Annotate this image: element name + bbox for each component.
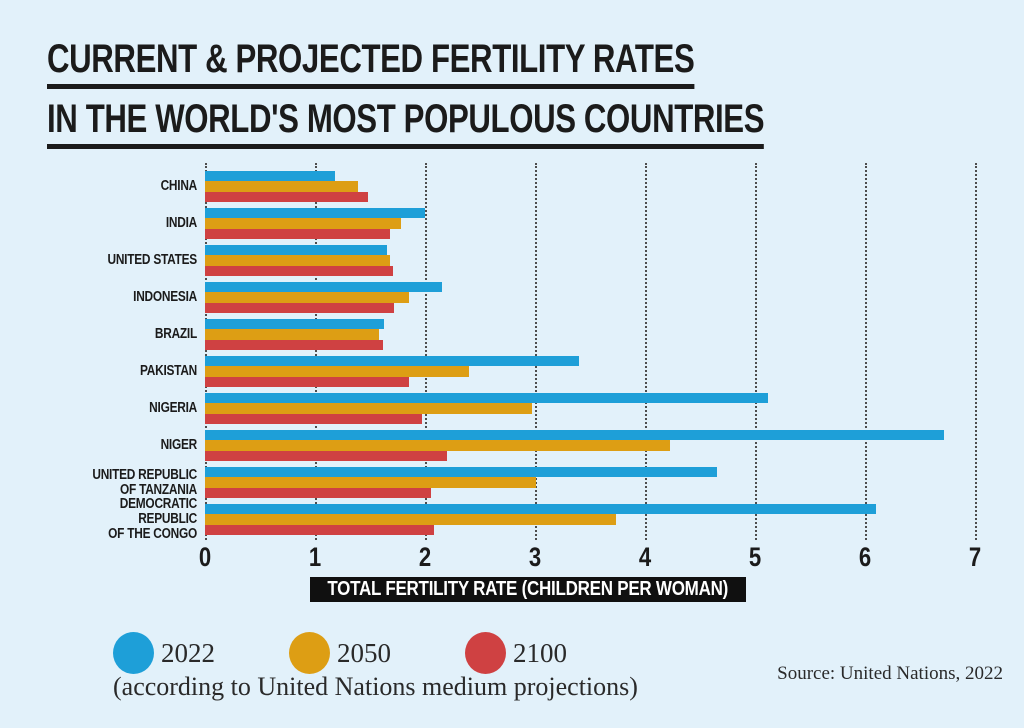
- country-row: NIGERIA: [38, 390, 975, 427]
- bar-2050: [205, 403, 532, 414]
- country-row: UNITED STATES: [38, 242, 975, 279]
- country-label: INDIA: [165, 215, 197, 231]
- x-tick-label-7: 7: [968, 542, 982, 572]
- bar-2050: [205, 255, 390, 266]
- title-line-2: IN THE WORLD'S MOST POPULOUS COUNTRIES: [47, 98, 966, 149]
- gridline-3: [535, 163, 537, 540]
- x-tick-label-3: 3: [528, 542, 542, 572]
- bar-group: [205, 392, 975, 425]
- legend-swatch-icon: [465, 632, 506, 674]
- bar-2100: [205, 376, 409, 388]
- country-row: CHINA: [38, 168, 975, 205]
- x-tick-label-6: 6: [858, 542, 872, 572]
- gridline-5: [755, 163, 757, 540]
- bar-2100: [205, 339, 384, 351]
- bar-2050: [205, 440, 671, 451]
- country-row: NIGER: [38, 427, 975, 464]
- bar-2100: [205, 228, 390, 240]
- bar-2022: [205, 207, 425, 219]
- bar-2050: [205, 329, 379, 340]
- legend-note: (according to United Nations medium proj…: [113, 672, 638, 701]
- bar-group: [205, 170, 975, 203]
- country-label: PAKISTAN: [139, 363, 197, 379]
- country-row: INDONESIA: [38, 279, 975, 316]
- bar-2100: [205, 413, 422, 425]
- bar-2022: [205, 466, 717, 478]
- bar-2050: [205, 218, 401, 229]
- country-row: UNITED REPUBLIC OF TANZANIA: [38, 464, 975, 501]
- bar-group: [205, 207, 975, 240]
- legend-label: 2050: [337, 637, 391, 668]
- legend-label: 2022: [161, 637, 215, 668]
- legend-item-2022: 2022: [113, 632, 215, 674]
- country-label: CHINA: [160, 178, 198, 194]
- bar-2022: [205, 429, 945, 441]
- bar-group: [205, 244, 975, 277]
- country-label: BRAZIL: [154, 326, 197, 342]
- gridline-1: [315, 163, 317, 540]
- title-line-2-text: IN THE WORLD'S MOST POPULOUS COUNTRIES: [47, 98, 765, 149]
- bar-2050: [205, 477, 537, 488]
- bar-2022: [205, 318, 385, 330]
- bar-2100: [205, 302, 395, 314]
- country-label: DEMOCRATIC REPUBLIC OF THE CONGO: [108, 496, 197, 542]
- gridline-7: [975, 163, 977, 540]
- legend-label: 2100: [513, 637, 567, 668]
- legend-item-2100: 2100: [465, 632, 567, 674]
- bar-group: [205, 503, 975, 536]
- bar-2050: [205, 514, 617, 525]
- gridline-6: [865, 163, 867, 540]
- chart-legend: 2022 2050 2100: [113, 632, 567, 674]
- bar-2100: [205, 450, 447, 462]
- x-tick-label-5: 5: [748, 542, 762, 572]
- bar-group: [205, 355, 975, 388]
- chart-plot-area: [205, 163, 977, 540]
- x-tick-label-1: 1: [308, 542, 322, 572]
- x-tick-label-2: 2: [418, 542, 432, 572]
- bar-2050: [205, 181, 358, 192]
- bar-group: [205, 429, 975, 462]
- country-label: NIGERIA: [149, 400, 197, 416]
- bar-2100: [205, 265, 394, 277]
- country-row: PAKISTAN: [38, 353, 975, 390]
- bar-2022: [205, 392, 769, 404]
- bar-2050: [205, 366, 469, 377]
- country-label: UNITED STATES: [107, 252, 197, 268]
- bar-2022: [205, 355, 579, 367]
- x-axis-label-banner: TOTAL FERTILITY RATE (CHILDREN PER WOMAN…: [310, 577, 746, 602]
- gridline-2: [425, 163, 427, 540]
- x-axis-ticks: 0 1 2 3 4 5 6 7: [199, 542, 981, 572]
- x-tick-label-4: 4: [638, 542, 652, 572]
- title-line-1-text: CURRENT & PROJECTED FERTILITY RATES: [47, 38, 695, 89]
- bar-2050: [205, 292, 409, 303]
- bar-group: [205, 318, 975, 351]
- legend-swatch-icon: [113, 632, 154, 674]
- gridline-4: [645, 163, 647, 540]
- x-axis-label-text: TOTAL FERTILITY RATE (CHILDREN PER WOMAN…: [327, 578, 729, 600]
- country-row: BRAZIL: [38, 316, 975, 353]
- bar-2022: [205, 281, 442, 293]
- bar-2100: [205, 487, 431, 499]
- country-label: NIGER: [160, 437, 198, 453]
- bar-2100: [205, 524, 434, 536]
- country-label: UNITED REPUBLIC OF TANZANIA: [92, 466, 197, 498]
- legend-item-2050: 2050: [289, 632, 391, 674]
- source-attribution: Source: United Nations, 2022: [777, 663, 1003, 684]
- title-line-1: CURRENT & PROJECTED FERTILITY RATES: [47, 38, 966, 89]
- bar-2022: [205, 503, 876, 515]
- country-row: DEMOCRATIC REPUBLIC OF THE CONGO: [38, 497, 975, 542]
- chart-rows: CHINA INDIA UNITED STATES INDONESIA BRAZIL PA…: [38, 168, 975, 542]
- bar-group: [205, 466, 975, 499]
- gridline-0: [205, 163, 207, 540]
- bar-2100: [205, 191, 368, 203]
- legend-swatch-icon: [289, 632, 330, 674]
- bar-group: [205, 281, 975, 314]
- country-row: INDIA: [38, 205, 975, 242]
- page-title: CURRENT & PROJECTED FERTILITY RATES IN T…: [47, 38, 966, 158]
- x-tick-label-0: 0: [198, 542, 212, 572]
- bar-2022: [205, 244, 387, 256]
- country-label: INDONESIA: [133, 289, 197, 305]
- bar-2022: [205, 170, 335, 182]
